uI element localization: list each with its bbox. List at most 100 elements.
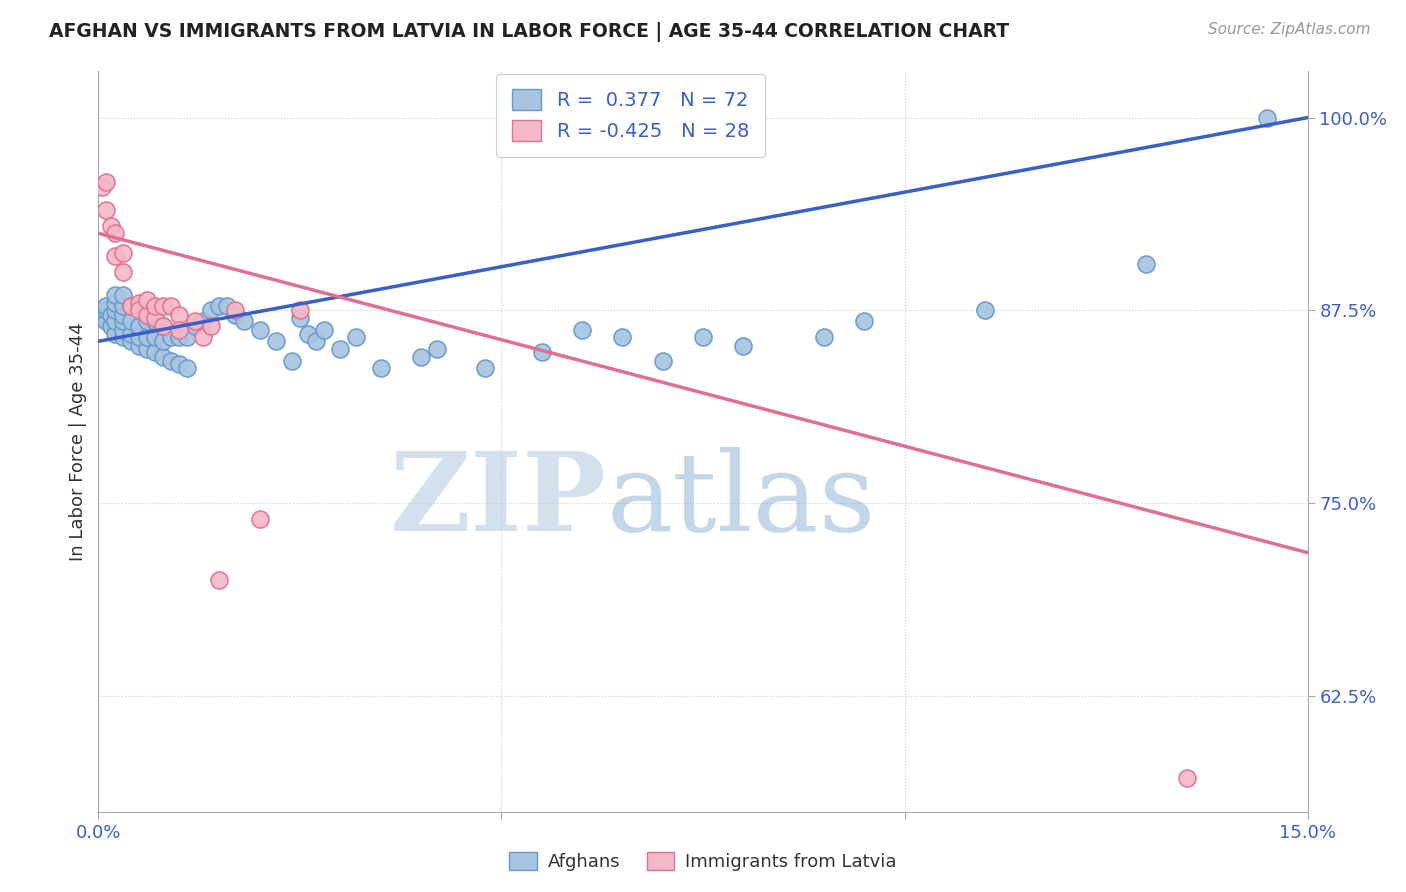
Point [733,339,755,353]
Point [111,299,134,313]
Point [111,265,134,279]
Point [232,314,254,328]
Point [224,303,246,318]
Point [111,314,134,328]
Point [200,303,222,318]
Point [264,334,287,349]
Point [612,329,634,343]
Point [281,354,304,368]
Point [135,314,157,328]
Point [91,180,114,194]
Point [329,342,352,356]
Point [143,299,166,313]
Point [111,308,134,322]
Point [1175,771,1198,785]
Y-axis label: In Labor Force | Age 35-44: In Labor Force | Age 35-44 [69,322,87,561]
Point [853,314,876,328]
Point [103,288,125,302]
Point [193,314,215,328]
Point [111,288,134,302]
Point [111,324,134,338]
Point [120,334,142,349]
Point [135,342,157,356]
Point [128,299,150,313]
Point [184,314,207,328]
Point [176,360,198,375]
Point [167,308,190,322]
Point [128,303,150,318]
Point [208,574,231,588]
Point [974,303,997,318]
Point [1135,257,1157,271]
Point [103,249,125,264]
Point [530,345,553,359]
Point [128,318,150,333]
Point [314,324,336,338]
Point [103,227,125,241]
Point [474,360,496,375]
Point [120,326,142,341]
Point [96,176,118,190]
Legend: Afghans, Immigrants from Latvia: Afghans, Immigrants from Latvia [502,845,904,879]
Text: AFGHAN VS IMMIGRANTS FROM LATVIA IN LABOR FORCE | AGE 35-44 CORRELATION CHART: AFGHAN VS IMMIGRANTS FROM LATVIA IN LABO… [49,22,1010,42]
Point [167,329,190,343]
Point [93,308,115,322]
Point [160,329,183,343]
Point [813,329,835,343]
Point [100,219,122,233]
Point [200,318,222,333]
Point [91,311,114,326]
Point [651,354,673,368]
Point [344,329,367,343]
Point [426,342,449,356]
Point [96,203,118,218]
Text: Source: ZipAtlas.com: Source: ZipAtlas.com [1208,22,1371,37]
Point [160,299,183,313]
Point [193,329,215,343]
Point [152,350,174,364]
Point [111,246,134,260]
Point [120,299,142,313]
Text: ZIP: ZIP [389,447,606,554]
Point [370,360,392,375]
Point [135,293,157,307]
Point [152,334,174,349]
Point [152,318,174,333]
Point [152,299,174,313]
Point [571,324,593,338]
Point [1256,111,1278,125]
Point [249,324,271,338]
Point [224,308,246,322]
Point [120,299,142,313]
Point [143,314,166,328]
Point [143,345,166,359]
Point [297,326,319,341]
Point [176,329,198,343]
Point [208,299,231,313]
Point [409,350,432,364]
Point [305,334,328,349]
Point [103,314,125,328]
Legend: R =  0.377   N = 72, R = -0.425   N = 28: R = 0.377 N = 72, R = -0.425 N = 28 [496,74,765,157]
Point [249,511,271,525]
Point [167,324,190,338]
Point [111,329,134,343]
Point [128,295,150,310]
Point [160,354,183,368]
Point [143,329,166,343]
Point [184,318,207,333]
Point [103,326,125,341]
Point [143,311,166,326]
Point [135,308,157,322]
Point [288,303,311,318]
Point [96,299,118,313]
Point [103,303,125,318]
Point [692,329,714,343]
Point [288,311,311,326]
Point [96,314,118,328]
Point [135,329,157,343]
Point [100,308,122,322]
Point [128,329,150,343]
Point [120,314,142,328]
Point [103,295,125,310]
